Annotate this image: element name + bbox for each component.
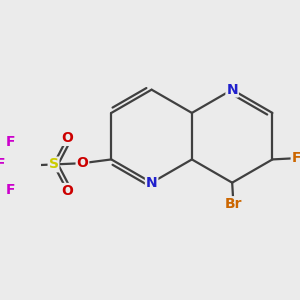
Text: O: O — [76, 156, 88, 170]
Text: F: F — [292, 151, 300, 165]
Text: Br: Br — [225, 197, 242, 211]
Text: O: O — [61, 131, 73, 145]
Text: F: F — [6, 135, 16, 149]
Text: N: N — [226, 83, 238, 97]
Text: S: S — [49, 158, 58, 172]
Text: O: O — [61, 184, 73, 198]
Text: F: F — [0, 158, 5, 172]
Text: F: F — [6, 183, 16, 196]
Text: N: N — [146, 176, 158, 190]
